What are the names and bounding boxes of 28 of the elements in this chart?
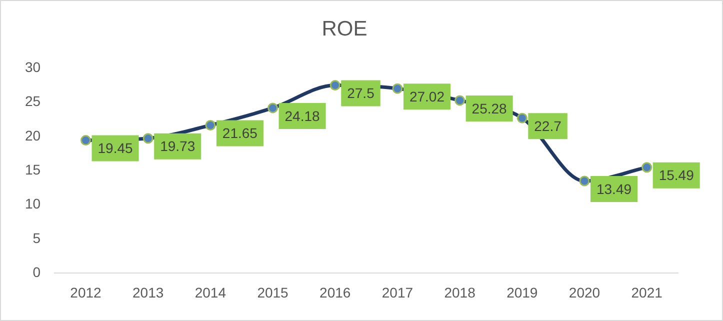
y-tick-label: 30 — [24, 59, 41, 76]
y-tick-label: 25 — [24, 93, 41, 110]
x-tick-label: 2015 — [257, 284, 289, 300]
x-tick-label: 2019 — [506, 284, 538, 300]
data-label: 13.49 — [596, 180, 632, 197]
x-tick-label: 2014 — [194, 284, 226, 300]
y-tick-label: 20 — [24, 127, 41, 144]
data-label: 24.18 — [284, 108, 320, 124]
data-label: 27.5 — [347, 85, 375, 102]
y-tick-label: 5 — [32, 230, 41, 246]
y-tick-label: 15 — [24, 162, 41, 178]
data-label: 19.45 — [98, 140, 133, 156]
x-tick-label: 2018 — [444, 284, 476, 300]
x-tick-label: 2012 — [70, 284, 102, 300]
x-tick-label: 2013 — [132, 284, 164, 300]
y-tick-label: 10 — [24, 196, 41, 212]
data-label: 21.65 — [222, 125, 258, 142]
data-label: 15.49 — [658, 167, 694, 184]
x-tick-label: 2020 — [568, 284, 600, 300]
chart-title: ROE — [322, 17, 368, 40]
data-label: 19.73 — [160, 138, 196, 154]
x-tick-label: 2021 — [631, 284, 663, 300]
y-tick-label: 0 — [32, 264, 41, 280]
data-label: 25.28 — [472, 100, 508, 116]
x-tick-label: 2016 — [320, 284, 351, 300]
data-label: 22.7 — [534, 118, 562, 134]
x-tick-label: 2017 — [382, 284, 414, 300]
data-label: 27.02 — [409, 88, 445, 104]
